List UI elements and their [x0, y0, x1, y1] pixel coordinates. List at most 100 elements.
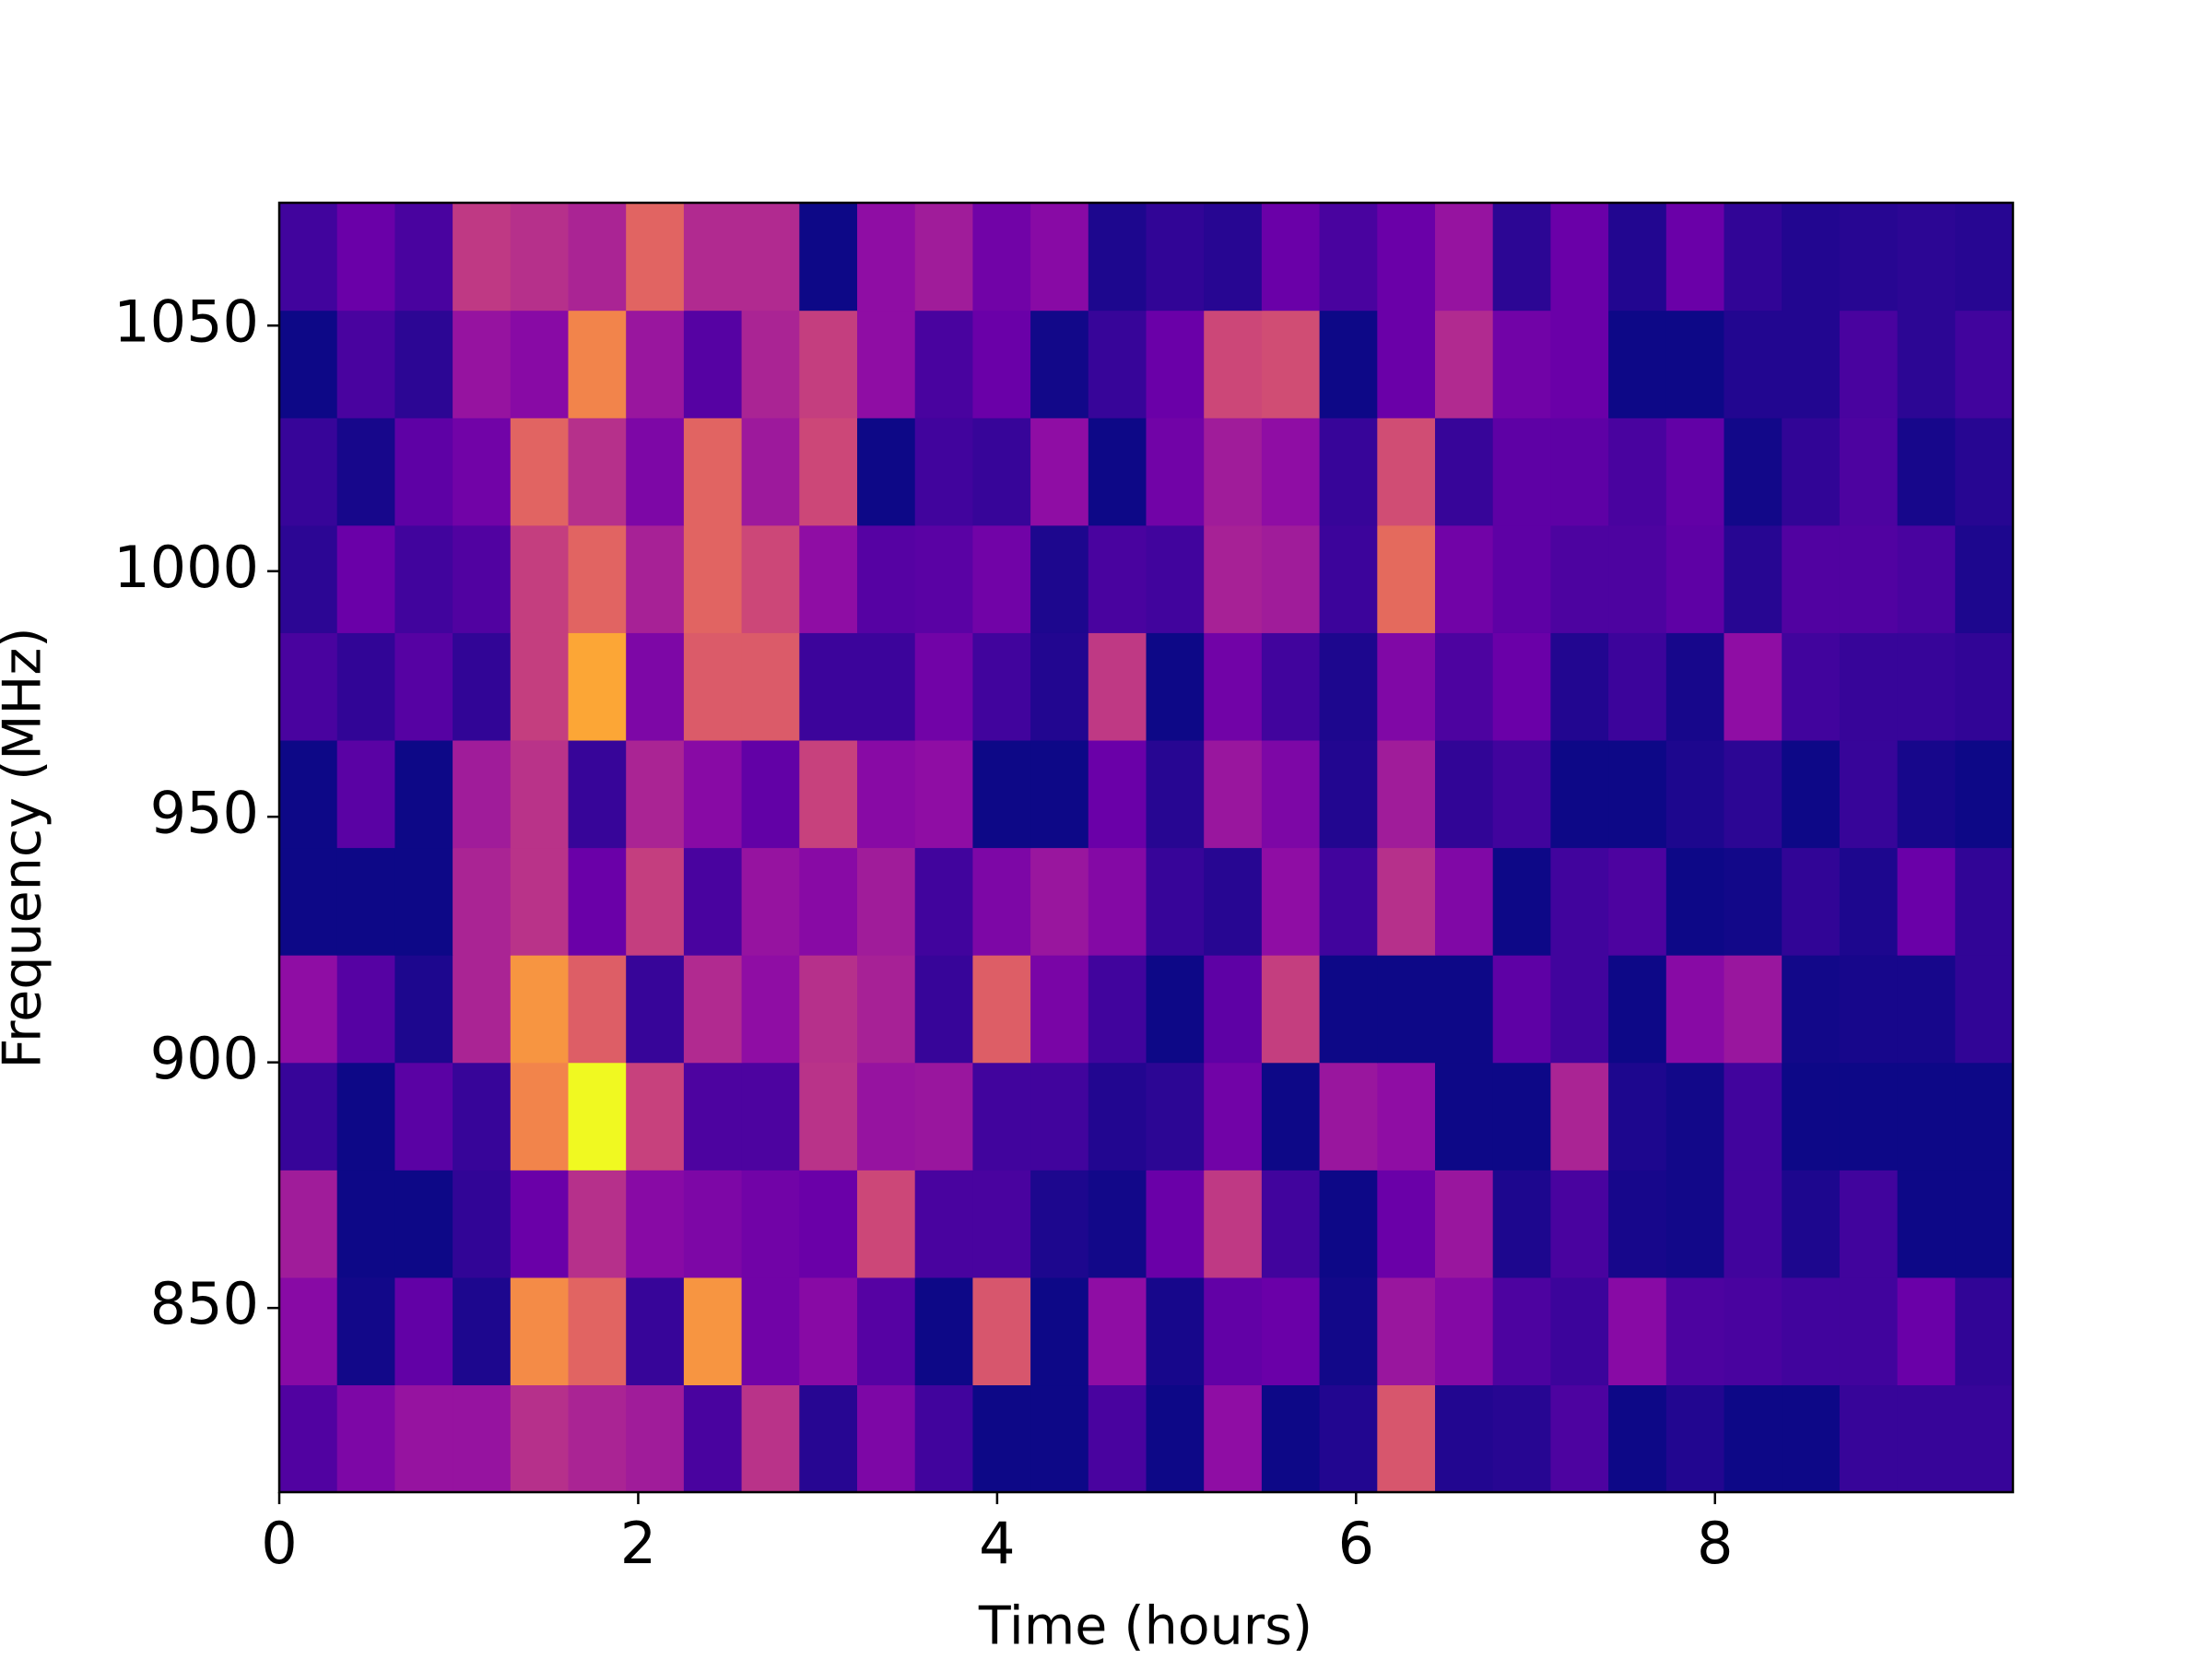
- heat-cell: [510, 847, 570, 956]
- heat-cell: [626, 847, 685, 956]
- heat-cell: [972, 1062, 1031, 1171]
- heat-cell: [1665, 632, 1725, 741]
- heat-cell: [510, 418, 570, 526]
- heat-cell: [1839, 1062, 1899, 1171]
- y-tick-label: 1000: [113, 534, 259, 601]
- heat-cell: [1665, 1384, 1725, 1493]
- heat-cell: [1782, 524, 1841, 633]
- heat-cell: [1319, 955, 1378, 1064]
- heat-cell: [510, 955, 570, 1064]
- heat-cell: [1261, 524, 1321, 633]
- heat-cell: [1724, 632, 1783, 741]
- heat-cell: [741, 739, 800, 849]
- heat-cell: [741, 847, 800, 956]
- heat-cell: [453, 524, 512, 633]
- heat-cell: [568, 955, 627, 1064]
- heat-cell: [1665, 524, 1725, 633]
- heat-cell: [568, 418, 627, 526]
- heat-cell: [1146, 310, 1205, 418]
- x-tick-label: 0: [261, 1510, 297, 1577]
- heat-cell: [799, 1062, 858, 1171]
- heat-cell: [1088, 203, 1147, 312]
- heat-cell: [1608, 203, 1667, 312]
- heat-cell: [1319, 418, 1378, 526]
- heat-cell: [1492, 1170, 1551, 1278]
- heat-cell: [1724, 739, 1783, 849]
- heat-cell: [1782, 847, 1841, 956]
- heat-cell: [336, 418, 395, 526]
- heat-cell: [1261, 1062, 1321, 1171]
- heat-cell: [394, 1170, 453, 1278]
- heat-cell: [510, 524, 570, 633]
- heat-cell: [394, 524, 453, 633]
- heat-cell: [1839, 955, 1899, 1064]
- heat-cell: [336, 1170, 395, 1278]
- heat-cell: [453, 1277, 512, 1386]
- heat-cell: [1204, 739, 1263, 849]
- heat-cell: [1724, 418, 1783, 526]
- heat-cell: [1088, 310, 1147, 418]
- heat-cell: [453, 310, 512, 418]
- heat-cell: [394, 955, 453, 1064]
- heat-cell: [1839, 524, 1899, 633]
- heat-cell: [799, 1170, 858, 1278]
- heat-cell: [1665, 1277, 1725, 1386]
- heat-cell: [741, 1384, 800, 1493]
- heat-cell: [1550, 847, 1609, 956]
- heat-cell: [1377, 1170, 1436, 1278]
- heat-cell: [568, 1384, 627, 1493]
- heat-cell: [1492, 955, 1551, 1064]
- heat-cell: [914, 418, 973, 526]
- heat-cell: [741, 1062, 800, 1171]
- heat-cell: [972, 310, 1031, 418]
- heat-cell: [1724, 1062, 1783, 1171]
- heat-cell: [1955, 1062, 2014, 1171]
- heat-cell: [799, 1384, 858, 1493]
- heat-cell: [1146, 203, 1205, 312]
- heat-cell: [1492, 1062, 1551, 1171]
- heat-cell: [1204, 955, 1263, 1064]
- heat-cell: [453, 847, 512, 956]
- heat-cell: [1377, 955, 1436, 1064]
- heat-cell: [1492, 632, 1551, 741]
- heat-cell: [741, 1277, 800, 1386]
- heat-cell: [1204, 1277, 1263, 1386]
- heat-cell: [1897, 632, 1956, 741]
- heat-cell: [972, 418, 1031, 526]
- heat-cell: [1377, 847, 1436, 956]
- heat-cell: [626, 632, 685, 741]
- heat-cell: [1897, 847, 1956, 956]
- heat-cell: [626, 739, 685, 849]
- heat-cell: [279, 739, 338, 849]
- heat-cell: [1030, 524, 1089, 633]
- heat-cell: [626, 955, 685, 1064]
- heat-cell: [683, 955, 743, 1064]
- heat-cell: [1955, 632, 2014, 741]
- heat-cell: [279, 1277, 338, 1386]
- heat-cell: [1492, 203, 1551, 312]
- heat-cell: [1319, 739, 1378, 849]
- heat-cell: [1665, 739, 1725, 849]
- heat-cell: [1088, 1062, 1147, 1171]
- heat-cell: [568, 310, 627, 418]
- x-tick-label: 4: [979, 1510, 1015, 1577]
- heat-cell: [1146, 739, 1205, 849]
- heat-cell: [1608, 418, 1667, 526]
- heat-cell: [1088, 1277, 1147, 1386]
- heat-cell: [1261, 1170, 1321, 1278]
- heat-cell: [1550, 418, 1609, 526]
- heat-cell: [857, 524, 916, 633]
- heat-cell: [1782, 418, 1841, 526]
- heat-cell: [1550, 524, 1609, 633]
- heat-cell: [1955, 847, 2014, 956]
- heat-cell: [279, 955, 338, 1064]
- heat-cell: [1724, 847, 1783, 956]
- heat-cell: [972, 955, 1031, 1064]
- heat-cell: [1492, 1384, 1551, 1493]
- heat-cell: [1261, 955, 1321, 1064]
- heat-cell: [799, 203, 858, 312]
- heat-cell: [972, 1277, 1031, 1386]
- heat-cell: [1261, 739, 1321, 849]
- heat-cell: [799, 739, 858, 849]
- heat-cell: [1492, 739, 1551, 849]
